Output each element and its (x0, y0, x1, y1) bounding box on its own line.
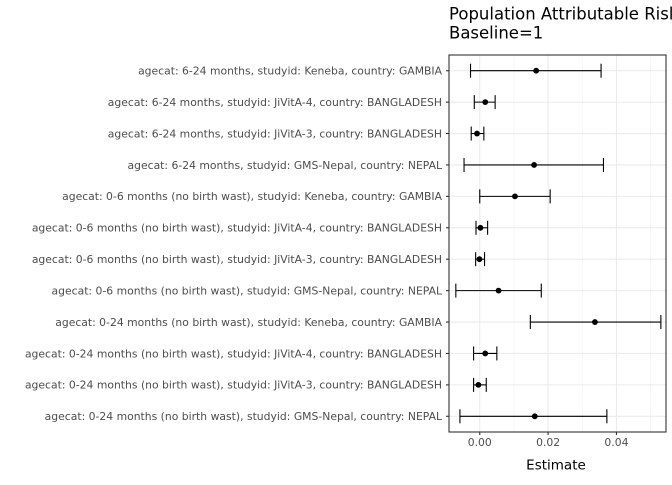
forest-row (473, 377, 487, 392)
forest-row (459, 409, 608, 424)
forest-row (463, 157, 605, 172)
estimate-point (531, 413, 538, 420)
category-label: agecat: 6-24 months, studyid: JiVitA-3, … (108, 127, 442, 140)
x-tick-label: 0.02 (536, 436, 560, 449)
category-label: agecat: 6-24 months, studyid: GMS-Nepal,… (128, 159, 442, 172)
x-axis-title: Estimate (526, 458, 586, 474)
forest-row (455, 283, 542, 298)
chart-title: Population Attributable Risks (449, 5, 672, 24)
forest-row (473, 346, 498, 361)
category-label: agecat: 0-6 months (no birth wast), stud… (32, 222, 442, 235)
estimate-point (476, 256, 483, 263)
category-label: agecat: 0-6 months (no birth wast), stud… (62, 190, 443, 203)
category-label: agecat: 6-24 months, studyid: JiVitA-4, … (108, 96, 442, 109)
plot-panel (449, 55, 666, 432)
estimate-point (512, 193, 518, 200)
estimate-point (477, 224, 484, 231)
forest-row (469, 63, 602, 78)
category-label: agecat: 0-24 months (no birth wast), stu… (25, 347, 442, 360)
category-label: agecat: 0-24 months (no birth wast), stu… (55, 316, 442, 329)
forest-row (479, 189, 551, 204)
estimate-point (482, 99, 489, 106)
estimate-point (533, 67, 540, 74)
category-label: agecat: 6-24 months, studyid: Keneba, co… (138, 65, 443, 78)
estimate-point (495, 287, 502, 294)
category-label: agecat: 0-6 months (no birth wast), stud… (52, 284, 442, 297)
estimate-point (531, 162, 537, 168)
category-label: agecat: 0-6 months (no birth wast), stud… (32, 253, 442, 266)
category-label: agecat: 0-24 months (no birth wast), stu… (45, 410, 442, 423)
forest-row (529, 315, 662, 330)
x-tick-label: 0.00 (468, 436, 492, 449)
panel-border (448, 54, 667, 433)
x-tick-label: 0.04 (604, 436, 628, 449)
estimate-point (474, 130, 480, 137)
forest-row (475, 220, 489, 235)
estimate-point (475, 381, 482, 388)
category-label: agecat: 0-24 months (no birth wast), stu… (25, 379, 442, 392)
forest-row (475, 252, 486, 267)
estimate-point (482, 350, 489, 357)
chart-subtitle: Baseline=1 (449, 24, 543, 43)
estimate-point (592, 319, 598, 325)
forest-row (473, 95, 496, 110)
forest-row (470, 126, 485, 141)
